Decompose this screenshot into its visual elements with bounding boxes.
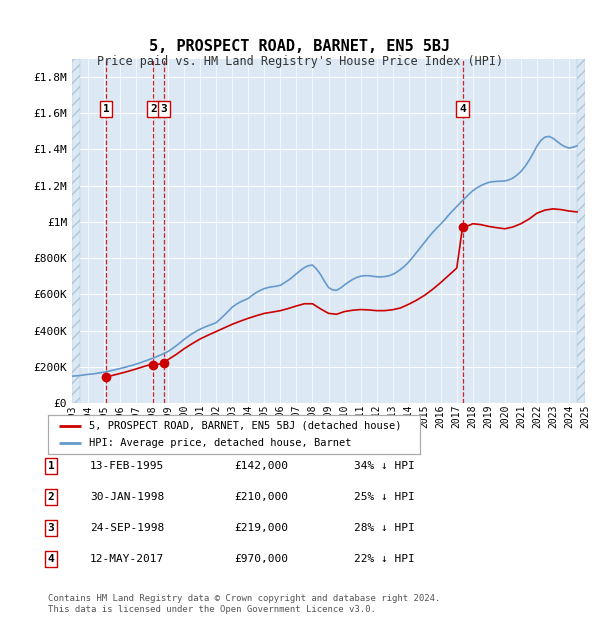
- Text: 4: 4: [459, 104, 466, 114]
- Text: 2: 2: [47, 492, 55, 502]
- Text: 5, PROSPECT ROAD, BARNET, EN5 5BJ (detached house): 5, PROSPECT ROAD, BARNET, EN5 5BJ (detac…: [89, 421, 401, 431]
- Text: 28% ↓ HPI: 28% ↓ HPI: [354, 523, 415, 533]
- Text: 5, PROSPECT ROAD, BARNET, EN5 5BJ: 5, PROSPECT ROAD, BARNET, EN5 5BJ: [149, 39, 451, 54]
- Text: 1: 1: [47, 461, 55, 471]
- Text: 34% ↓ HPI: 34% ↓ HPI: [354, 461, 415, 471]
- Text: 3: 3: [160, 104, 167, 114]
- Text: Contains HM Land Registry data © Crown copyright and database right 2024.: Contains HM Land Registry data © Crown c…: [48, 593, 440, 603]
- Text: £970,000: £970,000: [234, 554, 288, 564]
- Text: 25% ↓ HPI: 25% ↓ HPI: [354, 492, 415, 502]
- Text: 4: 4: [47, 554, 55, 564]
- Text: 3: 3: [47, 523, 55, 533]
- Text: 1: 1: [103, 104, 109, 114]
- Text: Price paid vs. HM Land Registry's House Price Index (HPI): Price paid vs. HM Land Registry's House …: [97, 55, 503, 68]
- Text: 24-SEP-1998: 24-SEP-1998: [90, 523, 164, 533]
- Text: 2: 2: [150, 104, 157, 114]
- Text: £219,000: £219,000: [234, 523, 288, 533]
- Text: £210,000: £210,000: [234, 492, 288, 502]
- Text: 30-JAN-1998: 30-JAN-1998: [90, 492, 164, 502]
- Text: £142,000: £142,000: [234, 461, 288, 471]
- Text: 12-MAY-2017: 12-MAY-2017: [90, 554, 164, 564]
- Text: This data is licensed under the Open Government Licence v3.0.: This data is licensed under the Open Gov…: [48, 604, 376, 614]
- Text: 13-FEB-1995: 13-FEB-1995: [90, 461, 164, 471]
- Text: 22% ↓ HPI: 22% ↓ HPI: [354, 554, 415, 564]
- Text: HPI: Average price, detached house, Barnet: HPI: Average price, detached house, Barn…: [89, 438, 352, 448]
